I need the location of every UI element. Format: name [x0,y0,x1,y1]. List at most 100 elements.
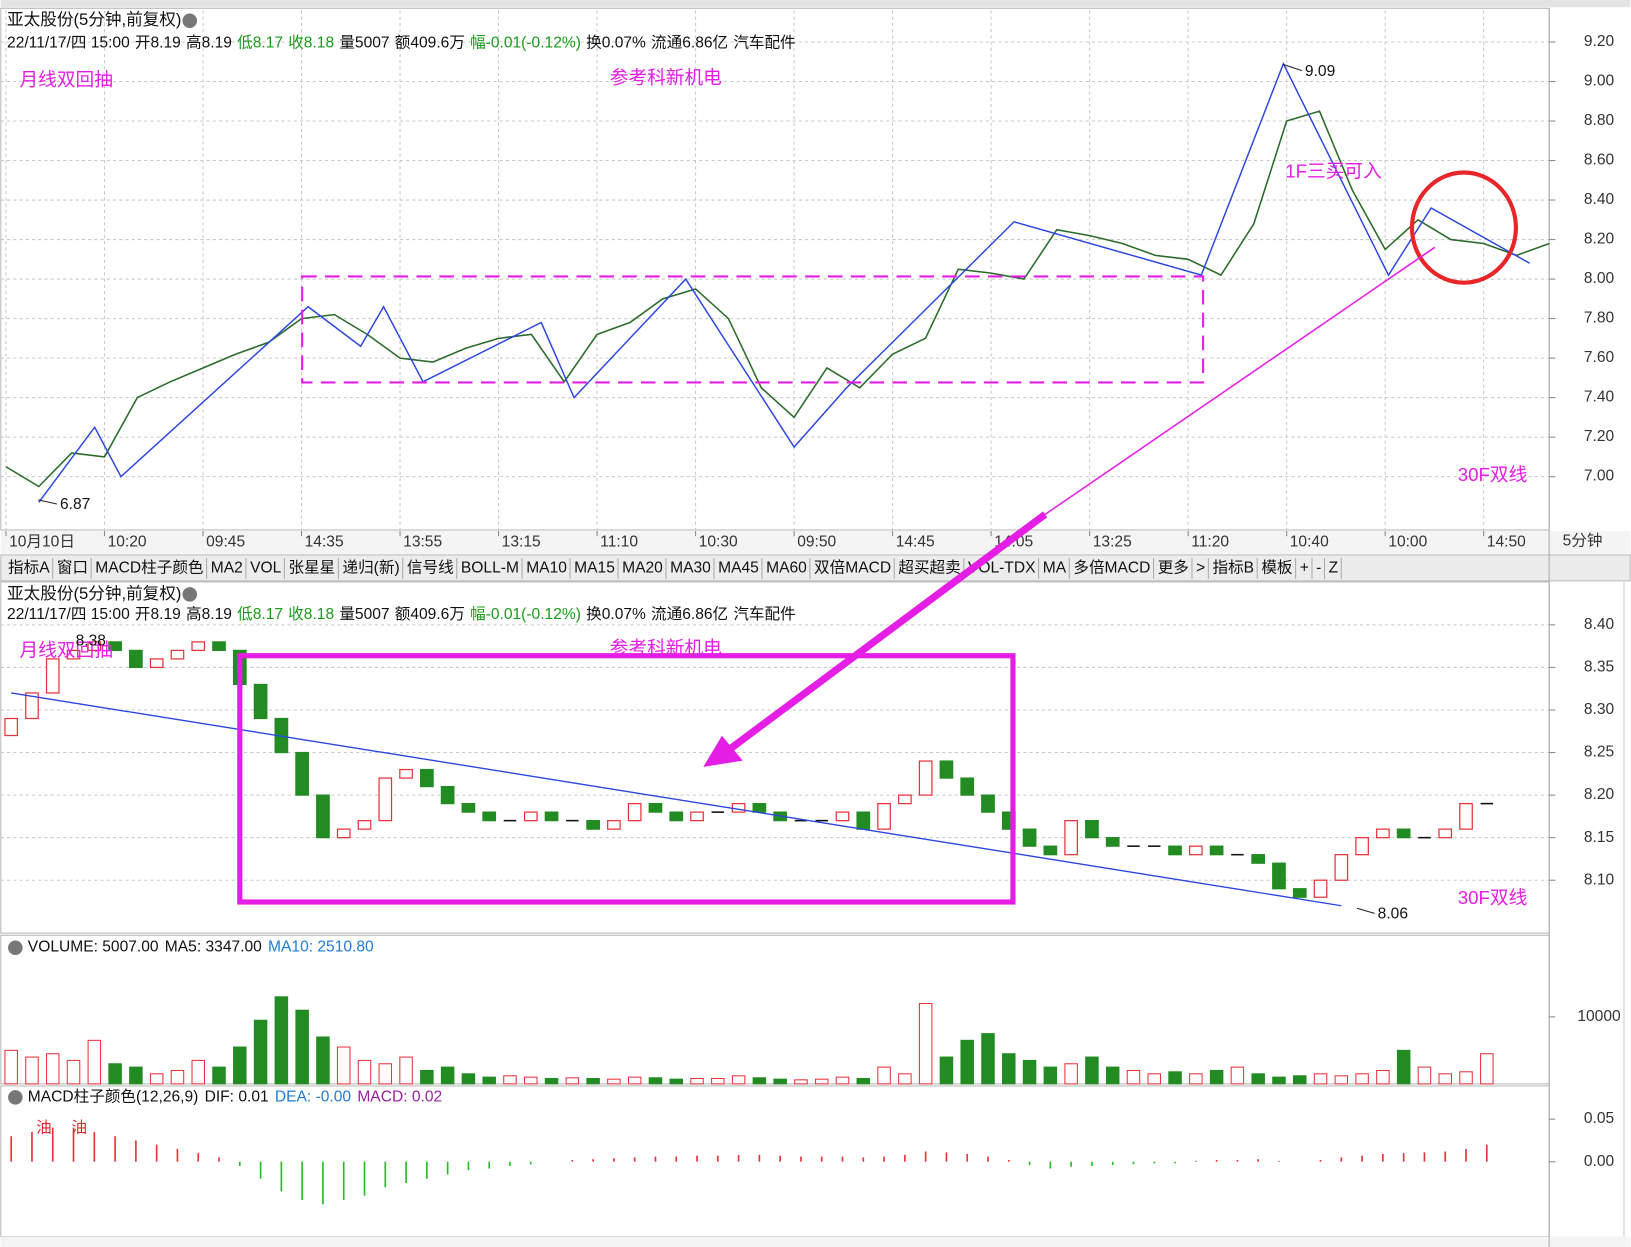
indicator: DIF: 0.01 [205,1088,269,1105]
x-tick-label: 14:50 [1487,534,1526,551]
toolbar-item[interactable]: - [1316,560,1321,577]
candle [1376,828,1390,839]
candle [45,658,60,694]
volume-bar [1230,1066,1245,1085]
zigzag-line [38,61,1531,503]
candle [648,802,663,813]
big-arrow-head [703,735,743,767]
indicator: MACD柱子颜色(12,26,9) [28,1087,199,1105]
toolbar-item[interactable]: 指标A [8,559,50,577]
low-label: 8.06 [1378,906,1408,923]
y-tick-label: 8.30 [1584,701,1615,718]
candle [960,777,975,796]
toolbar-item[interactable]: 信号线 [407,559,454,577]
info-item: 开8.19 [135,606,181,623]
toolbar-item[interactable]: MA15 [574,560,615,577]
candle [1272,862,1286,890]
volume-bar [1002,1053,1016,1085]
y-tick-label: 7.00 [1584,468,1615,485]
candle [295,751,310,796]
toolbar-item[interactable]: MA45 [718,560,759,577]
toolbar-item[interactable]: MA10 [526,560,567,577]
volume-bar [233,1046,247,1085]
toolbar-item[interactable]: VOL [250,560,282,577]
volume-bar [45,1053,60,1085]
info-item: 高8.19 [186,605,232,623]
volume-bar [586,1077,600,1085]
candle [1396,828,1411,839]
volume-bar [461,1073,476,1085]
volume-bar [835,1076,850,1085]
candle [482,811,497,822]
toolbar-item[interactable]: Z [1329,560,1339,577]
indicator: MACD: 0.02 [357,1088,442,1105]
volume-bar [274,996,289,1085]
volume-bar [1292,1075,1307,1085]
volume-bar [814,1078,829,1085]
indicator: DEA: -0.00 [275,1088,352,1105]
toolbar-item[interactable]: 多倍MACD [1073,559,1150,577]
big-arrow [726,511,1048,754]
candle [544,811,559,822]
candle [378,777,393,822]
toolbar-item[interactable]: MA20 [622,560,663,577]
x-tick-label: 10:40 [1290,534,1329,551]
candle [1334,854,1349,881]
toolbar-item[interactable]: 超买超卖 [898,559,960,577]
toolbar-item[interactable]: MA30 [670,560,711,577]
volume-bar [1126,1069,1141,1085]
candle [669,811,684,822]
toolbar-item[interactable]: 递归(新) [343,559,400,577]
volume-bar [1189,1073,1203,1085]
toolbar-item[interactable]: 张星星 [289,559,336,577]
toolbar-item[interactable]: MA [1043,560,1067,577]
menu-icon [8,940,23,955]
candle [25,692,39,720]
volume-bar [1376,1069,1390,1085]
candle [981,794,995,813]
info-row: 22/11/17/四 15:00 开8.19 高8.19 低8.17 收8.18 量500… [7,34,796,52]
indicator: MA10: 2510.80 [268,939,374,956]
volume-bar [1313,1073,1328,1085]
toolbar-item[interactable]: BOLL-M [461,560,519,577]
toolbar-item[interactable]: MACD柱子颜色 [95,559,203,577]
volume-bar [4,1049,18,1085]
candle [1459,802,1473,830]
toolbar-item[interactable]: 窗口 [57,559,88,577]
toolbar-item[interactable]: > [1196,560,1205,577]
info-item: 量5007 [339,606,389,623]
toolbar-item[interactable]: 指标B [1213,559,1255,577]
volume-bar [960,1039,974,1085]
toolbar-item[interactable]: VOL-TDX [968,560,1036,577]
info-item: 高8.19 [186,34,232,52]
volume-bar [752,1077,767,1085]
toolbar-item[interactable]: 模板 [1261,559,1293,577]
price-line [5,110,1550,488]
toolbar-item[interactable]: + [1300,560,1309,577]
volume-bar [669,1078,684,1085]
menu-icon [8,1090,23,1105]
toolbar-item[interactable]: MA2 [211,560,243,577]
volume-bar [1334,1075,1349,1085]
info-item: 额409.6万 [395,34,465,52]
volume-bar [399,1056,413,1085]
toolbar-item[interactable]: MA60 [766,560,807,577]
info-item: 量5007 [339,35,389,52]
volume-bar [877,1066,891,1085]
info-item: 低8.17 [237,605,283,623]
chart-title: 亚太股份(5分钟,前复权) [7,584,181,603]
info-row: 22/11/17/四 15:00 开8.19 高8.19 低8.17 收8.18 量500… [7,605,796,623]
candle [1292,888,1307,898]
candle [191,641,206,652]
info-item: 幅-0.01(-0.12%) [470,34,581,52]
info-item: 换0.07% [586,605,646,623]
x-tick-label: 10:00 [1388,534,1427,551]
info-item: 汽车配件 [733,34,795,52]
toolbar-item[interactable]: 更多 [1158,559,1189,577]
candle [1022,828,1037,847]
annotation: 油 [36,1119,52,1137]
link-line [1044,246,1436,516]
volume-bar [648,1077,663,1085]
volume-bar [503,1075,517,1085]
toolbar-item[interactable]: 双倍MACD [814,559,891,577]
